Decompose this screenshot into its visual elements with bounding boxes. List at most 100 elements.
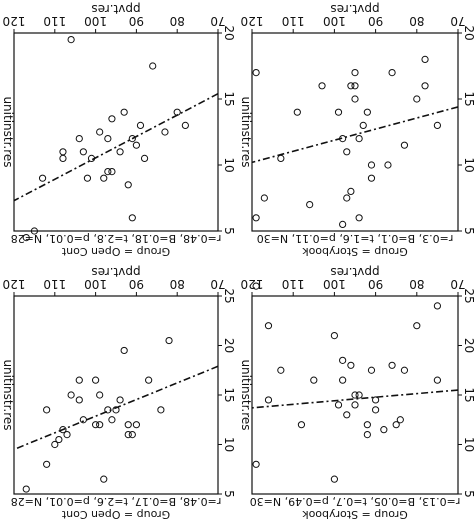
data-point (347, 361, 355, 369)
x-tick-label: 70 (210, 277, 225, 291)
data-point (43, 406, 51, 414)
x-axis-label: ppvt.res (330, 2, 379, 16)
data-point (22, 234, 30, 242)
data-point (343, 411, 351, 419)
data-point (124, 181, 132, 189)
x-tick-label: 100 (323, 277, 346, 291)
data-point (79, 148, 87, 156)
x-tick-label: 110 (282, 277, 305, 291)
data-point (128, 135, 136, 143)
data-point (413, 95, 421, 103)
data-point (334, 108, 343, 116)
regression-line (251, 106, 459, 164)
y-tick-label: 15 (462, 387, 474, 402)
data-point (51, 440, 59, 449)
data-point (108, 115, 116, 123)
y-tick-label: 20 (462, 338, 474, 353)
y-tick-label: 10 (462, 157, 474, 172)
x-tick-label: 70 (450, 277, 465, 291)
x-tick-label: 90 (129, 277, 144, 291)
stats-label: r=0.13, B=0.05, t=0.7, p=0.49, N=30 (250, 495, 461, 508)
x-tick-label: 80 (409, 14, 424, 28)
data-point (124, 421, 132, 429)
data-point (355, 214, 363, 222)
data-point (116, 148, 124, 156)
stats-label: r=0.48, B=0.17, t=2.6, p=0.01, N=28 (11, 495, 222, 508)
y-axis-label: unitinstr.res (1, 96, 15, 167)
data-point (252, 69, 260, 77)
data-point (83, 174, 92, 182)
data-point (334, 401, 343, 409)
data-point (67, 36, 75, 44)
y-tick-label: 20 (222, 25, 236, 40)
data-point (75, 376, 83, 384)
data-point (100, 475, 108, 483)
data-point (347, 187, 355, 195)
data-point (96, 128, 104, 136)
data-point (96, 421, 104, 429)
x-tick-label: 90 (368, 14, 383, 28)
data-point (157, 406, 165, 414)
x-tick-label: 80 (170, 277, 185, 291)
data-point (359, 121, 367, 129)
data-point (433, 376, 441, 384)
data-point (367, 366, 376, 374)
data-point (132, 421, 140, 429)
x-axis-label: ppvt.res (91, 2, 140, 16)
y-tick-label: 20 (222, 338, 236, 353)
y-tick-label: 10 (222, 157, 236, 172)
data-point (140, 154, 149, 162)
x-tick-label: 120 (3, 14, 26, 28)
data-point (116, 396, 124, 404)
plot-frame (13, 295, 219, 495)
data-point (396, 416, 404, 424)
data-point (128, 430, 136, 439)
x-axis-label: ppvt.res (330, 265, 379, 279)
data-point (38, 174, 47, 182)
data-point (264, 322, 273, 330)
data-point (252, 460, 260, 468)
data-point (318, 82, 326, 90)
data-point (351, 82, 359, 90)
y-tick-label: 15 (462, 91, 474, 106)
data-point (181, 121, 189, 129)
data-point (132, 141, 140, 149)
data-point (96, 391, 104, 399)
data-point (252, 214, 260, 222)
x-tick-label: 120 (241, 14, 264, 28)
stats-label: r=0.3, B=0.1, t=1.6, p=0.11, N=30 (257, 232, 454, 245)
data-point (306, 201, 314, 209)
data-point (400, 141, 409, 149)
regression-line (13, 93, 219, 202)
data-point (22, 485, 30, 493)
data-point (310, 376, 318, 384)
data-point (100, 174, 108, 182)
y-axis-label: unitinstr.res (239, 96, 253, 167)
data-point (108, 168, 116, 176)
x-tick-label: 80 (409, 277, 424, 291)
data-point (339, 220, 347, 228)
group-label: Group = Storybook (302, 245, 408, 258)
x-tick-label: 110 (43, 277, 66, 291)
data-point (30, 227, 38, 235)
y-tick-label: 20 (462, 25, 474, 40)
data-point (277, 366, 285, 374)
data-point (363, 430, 371, 439)
stats-label: r=0.48, B=0.18, t=2.8, p=0.01, N=28 (11, 232, 222, 245)
data-point (161, 128, 169, 136)
data-point (92, 421, 100, 429)
data-point (55, 435, 63, 444)
data-point (367, 174, 376, 182)
data-point (421, 82, 429, 90)
data-point (363, 108, 371, 116)
y-axis-label: unitinstr.res (239, 359, 253, 430)
data-point (252, 282, 260, 290)
data-point (343, 194, 351, 202)
x-tick-label: 110 (43, 14, 66, 28)
x-tick-label: 70 (450, 14, 465, 28)
data-point (104, 168, 112, 176)
data-point (413, 322, 421, 330)
